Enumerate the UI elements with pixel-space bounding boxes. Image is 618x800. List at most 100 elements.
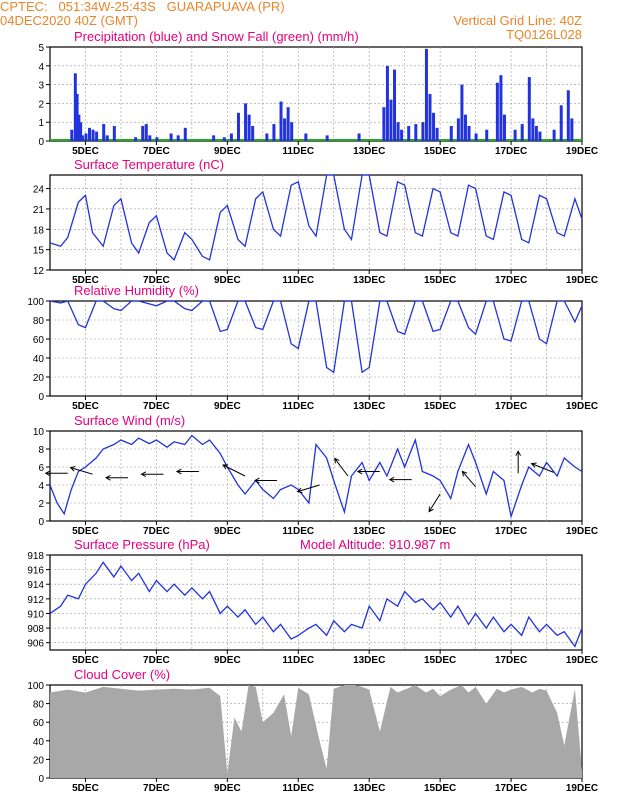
series-line — [49, 434, 583, 520]
wind-arrow — [462, 471, 476, 488]
wind-arrow-head — [334, 457, 340, 464]
x-tick-label: 13DEC — [353, 275, 385, 286]
panel-subtitle: Model Altitude: 910.987 m — [300, 537, 450, 552]
precip-bar — [414, 124, 418, 141]
wind-arrow — [297, 484, 320, 493]
y-tick-label: 4 — [38, 62, 44, 73]
x-tick-label: 15DEC — [424, 275, 456, 286]
x-tick-label: 5DEC — [72, 401, 99, 412]
wind-arrow-head — [356, 468, 363, 475]
precip-bar — [80, 135, 84, 141]
precip-bar — [112, 125, 116, 141]
precip-bar — [148, 135, 152, 141]
wind-arrow — [70, 467, 93, 475]
x-tick-label: 11DEC — [282, 783, 314, 794]
panel-title: Surface Temperature (nC) — [74, 157, 224, 172]
x-tick-label: 7DEC — [143, 275, 170, 286]
precip-bar — [502, 114, 506, 141]
precip-bar — [421, 122, 425, 141]
x-tick-label: 5DEC — [72, 275, 99, 286]
header-station: CPTEC: 051:34W-25:43S GUARAPUAVA (PR) — [0, 0, 285, 14]
precip-bar — [134, 137, 138, 141]
series-line — [49, 561, 583, 648]
wind-arrow — [428, 493, 441, 512]
precip-bar — [244, 103, 248, 141]
x-tick-label: 17DEC — [495, 655, 527, 666]
panel-title: Precipitation (blue) and Snow Fall (gree… — [74, 29, 359, 44]
x-tick-label: 17DEC — [495, 275, 527, 286]
x-tick-label: 15DEC — [424, 783, 456, 794]
precip-bar — [534, 125, 538, 141]
x-tick-label: 5DEC — [72, 526, 99, 537]
panel-title: Relative Humidity (%) — [74, 283, 199, 298]
precip-bar — [400, 129, 404, 141]
precip-bar — [283, 118, 287, 141]
x-tick-label: 19DEC — [566, 783, 598, 794]
precip-bar — [272, 124, 276, 141]
precip-bar — [407, 125, 411, 141]
wind-arrow-head — [461, 470, 468, 477]
x-tick-label: 13DEC — [353, 526, 385, 537]
precip-bar — [474, 133, 478, 141]
header-grid-note: Vertical Grid Line: 40Z — [453, 13, 582, 28]
y-tick-label: 908 — [27, 624, 44, 635]
precip-bar — [75, 94, 79, 141]
x-tick-label: 5DEC — [72, 655, 99, 666]
wind-arrow-head — [296, 487, 303, 494]
precip-bar — [290, 122, 294, 141]
precip-bar — [169, 133, 173, 141]
y-tick-label: 916 — [27, 566, 44, 577]
y-tick-label: 18 — [33, 225, 45, 236]
panel-title: Cloud Cover (%) — [74, 667, 170, 682]
x-tick-label: 13DEC — [353, 401, 385, 412]
y-tick-label: 24 — [33, 185, 45, 196]
precip-bar — [396, 122, 400, 141]
x-tick-label: 15DEC — [424, 401, 456, 412]
y-tick-label: 0 — [38, 392, 44, 403]
x-tick-label: 19DEC — [566, 401, 598, 412]
x-tick-label: 17DEC — [495, 146, 527, 157]
precip-bar — [212, 135, 216, 141]
y-tick-label: 0 — [38, 517, 44, 528]
panel-frame — [49, 174, 583, 271]
precip-bar — [105, 135, 109, 141]
x-tick-label: 11DEC — [282, 146, 314, 157]
x-tick-label: 7DEC — [143, 526, 170, 537]
precip-bar — [435, 127, 439, 141]
x-tick-label: 19DEC — [566, 146, 598, 157]
x-tick-label: 7DEC — [143, 655, 170, 666]
precip-bar — [73, 73, 77, 141]
precip-bar — [467, 125, 471, 141]
x-tick-label: 17DEC — [495, 783, 527, 794]
precip-bar — [485, 129, 489, 141]
x-tick-label: 17DEC — [495, 526, 527, 537]
precip-bar — [88, 127, 92, 141]
precip-bar — [286, 107, 290, 141]
wind-arrow-head — [69, 466, 76, 472]
precip-bar — [357, 133, 361, 141]
y-tick-label: 914 — [27, 580, 44, 591]
precip-bar — [247, 114, 251, 141]
wind-arrow-head — [140, 471, 147, 478]
x-tick-label: 5DEC — [72, 783, 99, 794]
precip-bar — [70, 129, 74, 141]
precip-bar — [538, 131, 542, 141]
x-tick-label: 13DEC — [353, 783, 385, 794]
x-tick-label: 7DEC — [143, 401, 170, 412]
precip-bar — [325, 135, 329, 141]
wind-arrow — [531, 463, 554, 473]
y-tick-label: 912 — [27, 595, 44, 606]
panel-frame — [49, 300, 583, 397]
precip-bar — [79, 122, 83, 141]
y-tick-label: 80 — [33, 700, 45, 711]
precip-bar — [495, 82, 499, 141]
panel-frame — [49, 430, 583, 522]
precip-bar — [527, 77, 531, 141]
wind-arrow — [222, 464, 246, 477]
series-line — [49, 300, 583, 374]
precip-bar — [393, 69, 397, 141]
precip-bar — [222, 137, 226, 141]
precip-bar — [91, 129, 95, 141]
precip-bar — [449, 125, 453, 141]
